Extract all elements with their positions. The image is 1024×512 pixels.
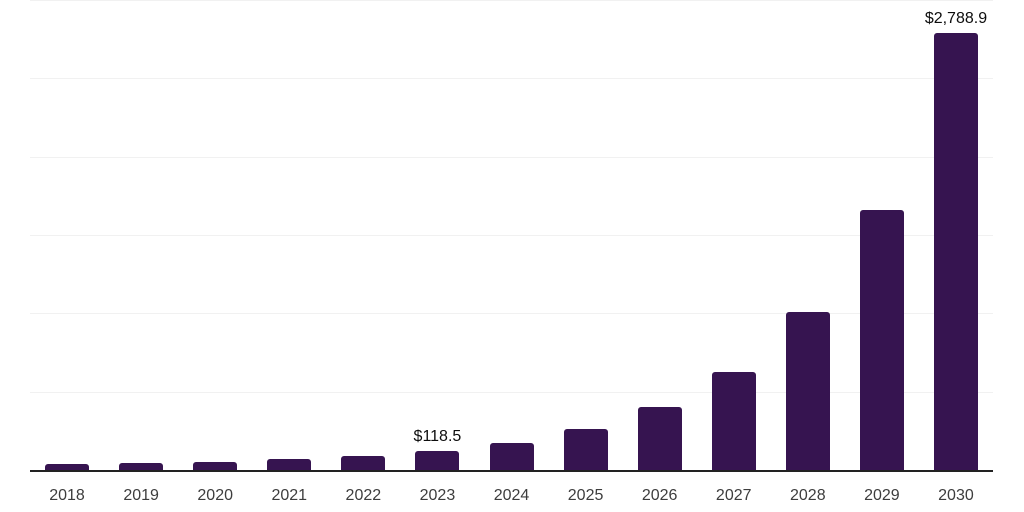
gridline-2000 xyxy=(30,156,993,158)
bar-2021 xyxy=(267,458,312,470)
x-tick-2020: 2020 xyxy=(197,487,233,504)
bar-2026 xyxy=(637,406,682,470)
x-axis-line xyxy=(30,470,993,472)
x-tick-2029: 2029 xyxy=(864,487,900,504)
bar-2025 xyxy=(563,428,608,470)
x-tick-2028: 2028 xyxy=(790,487,826,504)
bar-2023 xyxy=(415,451,460,470)
bar-2019 xyxy=(119,463,164,470)
bar-2029 xyxy=(859,210,904,470)
x-tick-2030: 2030 xyxy=(938,487,974,504)
x-tick-2022: 2022 xyxy=(345,487,382,504)
x-tick-2023: 2023 xyxy=(419,487,456,504)
bar-2020 xyxy=(193,462,238,470)
bar-2027 xyxy=(711,371,756,470)
gridline-500 xyxy=(30,391,993,393)
x-tick-2025: 2025 xyxy=(567,487,604,504)
gridline-1500 xyxy=(30,235,993,236)
value-label-2030: $2,788.9 xyxy=(924,10,988,28)
bar-2024 xyxy=(489,442,534,470)
x-tick-2024: 2024 xyxy=(493,487,530,504)
x-tick-2018: 2018 xyxy=(49,487,85,504)
gridline-2500 xyxy=(30,78,993,80)
bar-2018 xyxy=(45,464,90,470)
bar-2028 xyxy=(785,312,830,470)
x-tick-2021: 2021 xyxy=(271,487,308,504)
value-label-2023: $118.5 xyxy=(413,428,462,446)
bar-2030 xyxy=(933,33,978,470)
x-tick-2026: 2026 xyxy=(641,487,678,504)
gridline-3000 xyxy=(30,0,993,1)
x-tick-2019: 2019 xyxy=(123,487,159,504)
x-tick-2027: 2027 xyxy=(715,487,752,504)
gridline-1000 xyxy=(30,313,993,315)
bar-2022 xyxy=(341,456,386,470)
